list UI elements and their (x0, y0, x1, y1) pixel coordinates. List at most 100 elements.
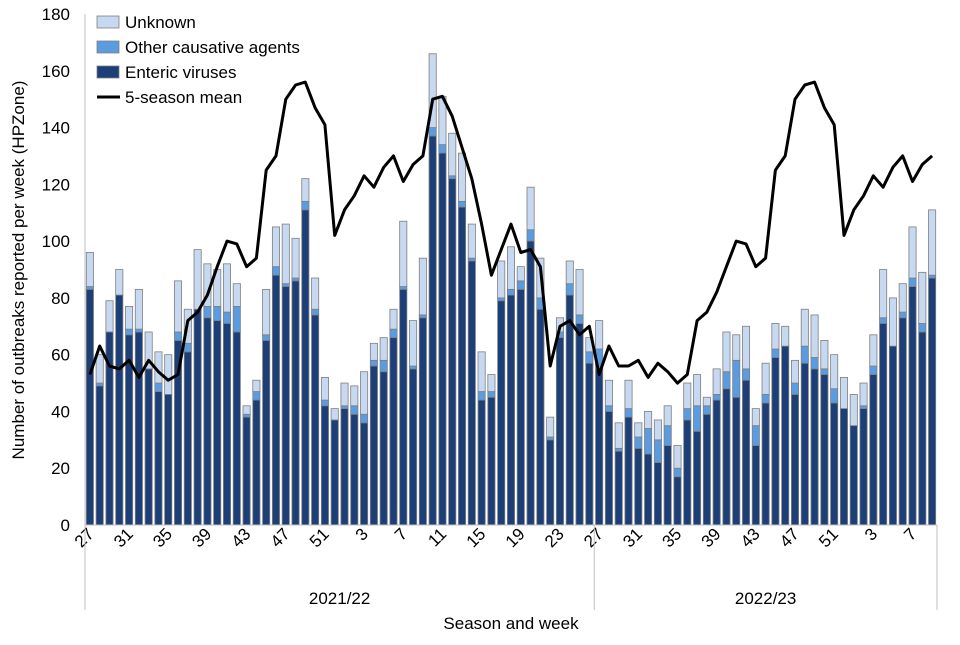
bar-unknown (516, 266, 525, 282)
bar-other-causative-agents (183, 342, 192, 353)
bar-unknown (820, 340, 829, 370)
bar-other-causative-agents (301, 200, 310, 211)
bar-other-causative-agents (761, 394, 770, 404)
bar-enteric-viruses (614, 450, 623, 526)
x-tick-label: 39 (698, 524, 725, 551)
bar-other-causative-agents (712, 394, 721, 401)
bar-enteric-viruses (144, 368, 153, 526)
bar-enteric-viruses (653, 462, 662, 526)
bar-enteric-viruses (281, 286, 290, 526)
bar-enteric-viruses (810, 368, 819, 526)
bar-other-causative-agents (448, 175, 457, 180)
bar-enteric-viruses (830, 402, 839, 526)
bar-enteric-viruses (477, 399, 486, 526)
bar-enteric-viruses (702, 413, 711, 526)
bar-other-causative-agents (311, 308, 320, 316)
bar-enteric-viruses (879, 323, 888, 526)
bar-unknown (918, 271, 927, 324)
y-tick-label: 20 (51, 459, 70, 478)
bar-other-causative-agents (85, 286, 94, 290)
legend-unknown-label: Unknown (125, 13, 196, 32)
bar-other-causative-agents (497, 297, 506, 302)
bar-enteric-viruses (291, 280, 300, 526)
bar-enteric-viruses (604, 411, 613, 526)
x-tick-label: 47 (267, 524, 294, 551)
x-axis-title: Season and week (443, 614, 579, 633)
bar-unknown (565, 260, 574, 285)
bar-other-causative-agents (722, 371, 731, 390)
x-tick-label: 47 (776, 524, 803, 551)
bar-unknown (693, 374, 702, 407)
bar-unknown (379, 337, 388, 361)
x-tick-label: 27 (580, 524, 607, 551)
bar-unknown (340, 382, 349, 407)
bar-enteric-viruses (575, 323, 584, 526)
x-tick-label: 35 (149, 524, 176, 551)
bar-enteric-viruses (751, 445, 760, 526)
bar-other-causative-agents (409, 365, 418, 370)
bar-unknown (222, 263, 231, 313)
bar-other-causative-agents (820, 368, 829, 375)
bar-unknown (281, 223, 290, 285)
x-tick-label: 35 (658, 524, 685, 551)
bar-other-causative-agents (830, 388, 839, 404)
bar-other-causative-agents (644, 428, 653, 455)
bar-other-causative-agents (154, 382, 163, 392)
bar-other-causative-agents (585, 351, 594, 364)
bar-enteric-viruses (928, 277, 937, 526)
bar-unknown (888, 297, 897, 347)
bar-other-causative-agents (360, 413, 369, 424)
bar-unknown (869, 334, 878, 367)
bar-enteric-viruses (536, 308, 545, 526)
bar-enteric-viruses (458, 206, 467, 526)
bar-other-causative-agents (271, 266, 280, 276)
bar-enteric-viruses (350, 413, 359, 526)
bar-enteric-viruses (644, 453, 653, 526)
bar-enteric-viruses (193, 308, 202, 526)
y-tick-label: 180 (42, 5, 70, 24)
bar-unknown (487, 374, 496, 392)
bar-enteric-viruses (820, 374, 829, 526)
bar-other-causative-agents (516, 280, 525, 290)
bar-other-causative-agents (918, 323, 927, 333)
bar-unknown (193, 249, 202, 310)
bar-unknown (800, 308, 809, 347)
bar-unknown (164, 354, 173, 395)
bar-other-causative-agents (134, 328, 143, 333)
bar-enteric-viruses (360, 422, 369, 526)
bar-enteric-viruses (800, 362, 809, 526)
bar-unknown (125, 306, 134, 330)
bar-unknown (330, 408, 339, 421)
bar-enteric-viruses (683, 419, 692, 526)
bar-unknown (702, 396, 711, 407)
bar-other-causative-agents (418, 314, 427, 319)
bar-unknown (761, 362, 770, 395)
bar-enteric-viruses (262, 340, 271, 526)
bar-enteric-viruses (389, 337, 398, 526)
bar-unknown (742, 325, 751, 370)
bar-enteric-viruses (771, 357, 780, 526)
bar-enteric-viruses (869, 374, 878, 526)
legend-enteric-viruses-swatch (96, 65, 120, 79)
bar-other-causative-agents (702, 405, 711, 415)
bar-enteric-viruses (585, 362, 594, 526)
bar-unknown (134, 288, 143, 330)
bar-other-causative-agents (467, 257, 476, 262)
legend-unknown-swatch (96, 15, 120, 29)
bar-unknown (839, 376, 848, 410)
bar-enteric-viruses (673, 476, 682, 526)
bar-enteric-viruses (516, 288, 525, 526)
y-tick-label: 140 (42, 119, 70, 138)
bar-other-causative-agents (742, 368, 751, 381)
bar-enteric-viruses (301, 209, 310, 526)
bar-unknown (369, 342, 378, 361)
bar-other-causative-agents (653, 439, 662, 463)
bar-unknown (301, 178, 310, 202)
bar-unknown (144, 331, 153, 370)
bar-unknown (467, 223, 476, 259)
bar-other-causative-agents (350, 405, 359, 415)
bar-unknown (644, 411, 653, 429)
bar-unknown (174, 280, 183, 333)
legend: Unknown Other causative agents Enteric vir… (96, 13, 300, 107)
